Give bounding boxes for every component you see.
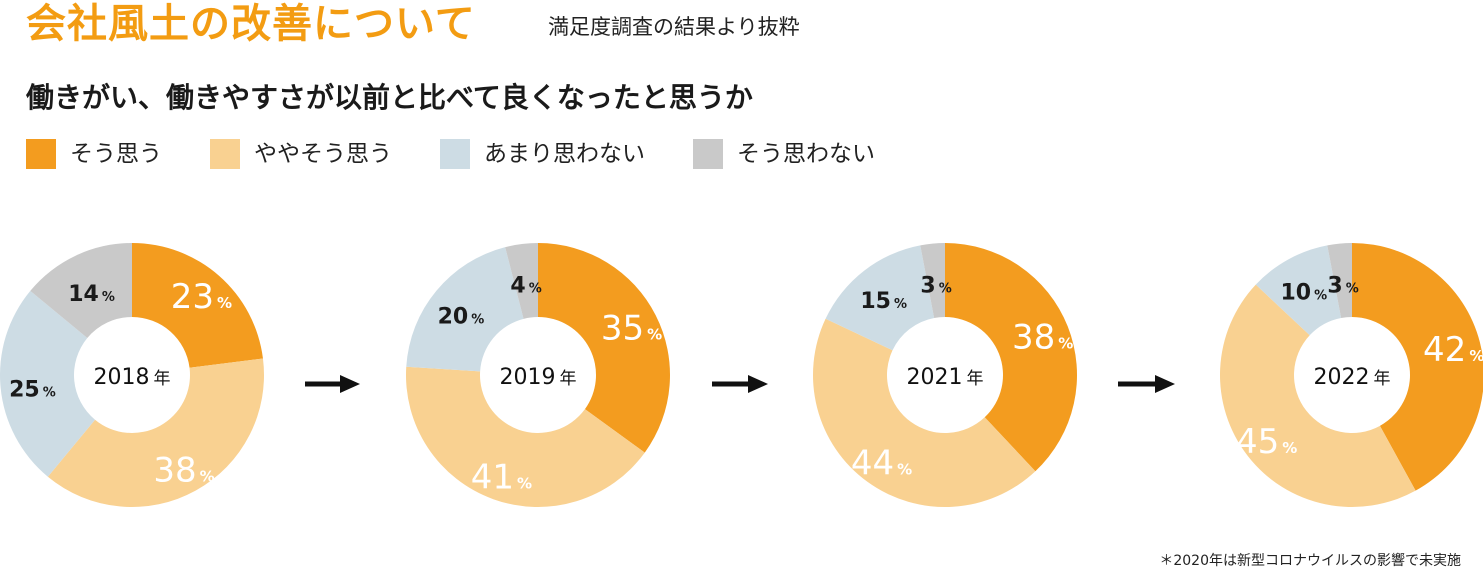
donut-2022-slice-1 xyxy=(1220,284,1416,507)
legend-item-somewhat-agree: ややそう思う xyxy=(210,139,392,169)
donut-2022-slice-3 xyxy=(1327,243,1352,319)
legend-label: そう思わない xyxy=(737,141,875,167)
donut-2022-value-label-2: 10% xyxy=(1280,280,1327,305)
arrow-icon-1 xyxy=(305,375,360,393)
donut-2018-year-label: 2018 年 xyxy=(94,365,171,390)
chart-legend: そう思う ややそう思う あまり思わない そう思わない xyxy=(26,138,923,170)
legend-label: あまり思わない xyxy=(484,141,645,167)
donut-2022-value-label-1: 45% xyxy=(1236,422,1297,462)
donut-2021-slice-1 xyxy=(812,318,1036,508)
donut-2022-year-label: 2022 年 xyxy=(1314,365,1391,390)
legend-item-somewhat-disagree: あまり思わない xyxy=(440,139,645,169)
donut-2018-value-label-1: 38% xyxy=(153,451,214,491)
legend-item-disagree: そう思わない xyxy=(693,139,875,169)
donut-2019-slice-1 xyxy=(406,366,645,508)
legend-swatch xyxy=(440,139,470,169)
donut-2021-slice-2 xyxy=(825,245,935,351)
donut-2018-value-label-2: 25% xyxy=(9,377,56,402)
donut-2022-slice-2 xyxy=(1255,245,1342,336)
legend-label: ややそう思う xyxy=(254,141,392,167)
donut-2019-slice-3 xyxy=(505,243,538,319)
donut-2022-value-label-0: 42% xyxy=(1423,330,1483,370)
donut-2018-value-label-3: 14% xyxy=(68,282,115,307)
donut-2019-value-label-2: 20% xyxy=(438,304,485,329)
arrow-icon-3 xyxy=(1118,375,1175,393)
arrow-icon-2 xyxy=(712,375,768,393)
legend-swatch xyxy=(210,139,240,169)
survey-question: 働きがい、働きやすさが以前と比べて良くなったと思うか xyxy=(26,81,753,114)
donut-2021-value-label-0: 38% xyxy=(1012,317,1073,357)
legend-swatch xyxy=(693,139,723,169)
footnote: ＊2020年は新型コロナウイルスの影響で未実施 xyxy=(1159,553,1461,569)
donut-2021-value-label-1: 44% xyxy=(851,443,912,483)
donut-2021-value-label-2: 15% xyxy=(860,289,907,314)
donut-2019-slice-2 xyxy=(406,247,524,372)
donut-2018-value-label-0: 23% xyxy=(171,277,232,317)
page-title: 会社風土の改善について xyxy=(26,1,476,47)
donut-2019-year-label: 2019 年 xyxy=(500,365,577,390)
page-subtitle: 満足度調査の結果より抜粋 xyxy=(548,15,800,39)
donut-2018-slice-3 xyxy=(30,243,132,339)
donut-2021-year-label: 2021 年 xyxy=(907,365,984,390)
legend-item-strongly-agree: そう思う xyxy=(26,139,162,169)
donut-2021-slice-3 xyxy=(920,243,945,319)
legend-label: そう思う xyxy=(70,141,162,167)
legend-swatch xyxy=(26,139,56,169)
donut-2022-value-label-3: 3% xyxy=(1327,273,1358,298)
donut-2019-value-label-3: 4% xyxy=(510,274,541,299)
donut-2018-slice-1 xyxy=(47,358,265,508)
donut-2018-slice-2 xyxy=(0,290,96,477)
donut-2019-value-label-0: 35% xyxy=(601,308,662,348)
donut-2021-slice-0 xyxy=(945,243,1077,472)
donut-2019-slice-0 xyxy=(538,243,670,453)
donut-2018-slice-0 xyxy=(132,243,263,368)
donut-2021-value-label-3: 3% xyxy=(920,273,951,298)
donut-2019-value-label-1: 41% xyxy=(471,458,532,498)
donut-2022-slice-0 xyxy=(1352,243,1483,491)
